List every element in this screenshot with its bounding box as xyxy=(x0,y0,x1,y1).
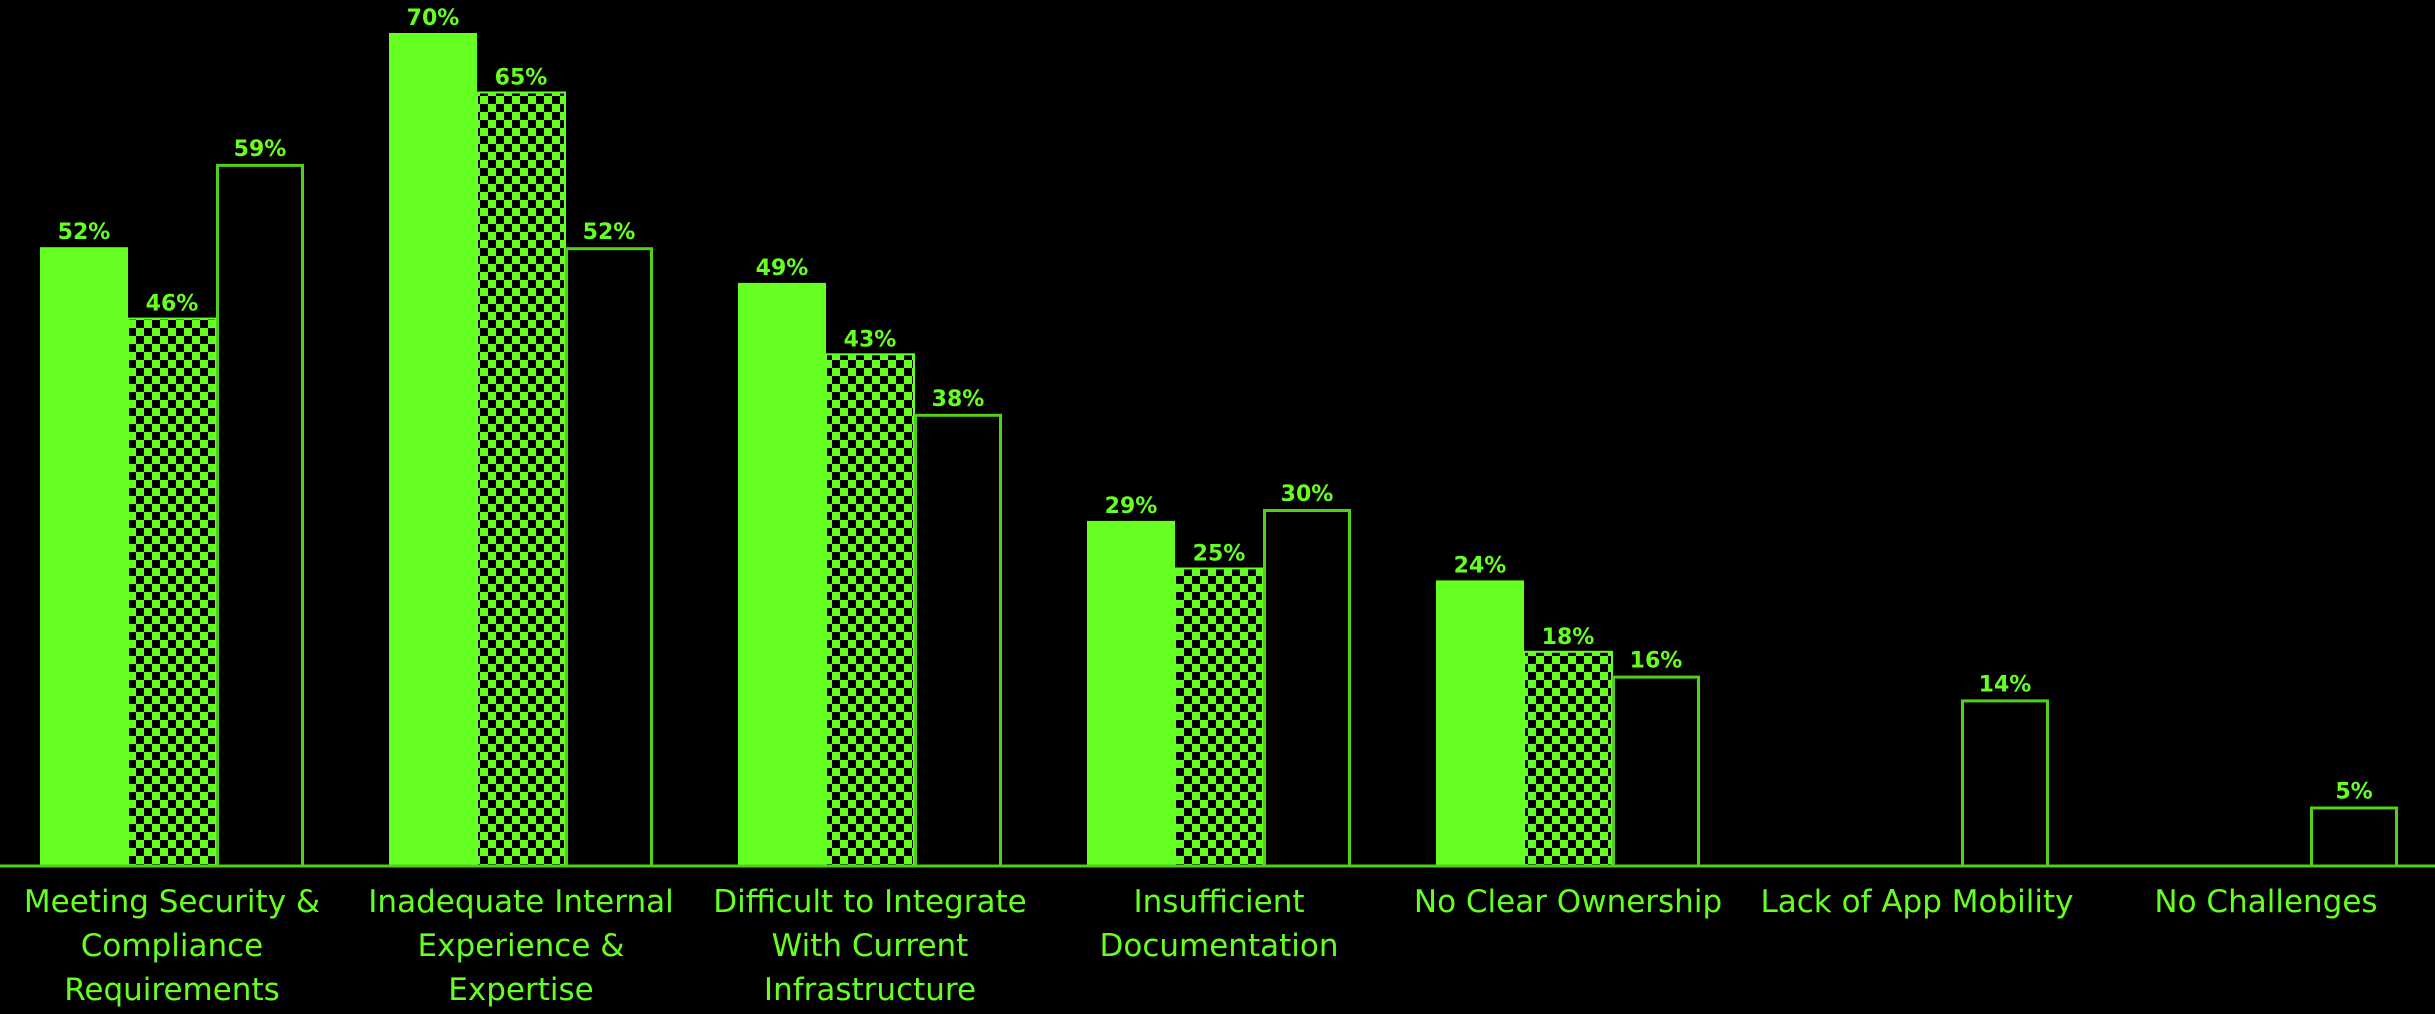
value-label-outline-3: 38% xyxy=(932,387,985,412)
category-label-1: Meeting Security & Compliance Requirements xyxy=(24,884,320,1008)
bar-outline-7 xyxy=(2310,806,2398,868)
bar-outline-5 xyxy=(1612,675,1700,868)
value-label-solid-4: 29% xyxy=(1105,494,1158,519)
bar-outline-3 xyxy=(914,413,1002,868)
bar-checkered-5 xyxy=(1523,650,1613,867)
bar-outline-2 xyxy=(565,247,653,868)
value-label-checkered-3: 43% xyxy=(844,327,897,352)
value-label-checkered-4: 25% xyxy=(1193,542,1246,567)
bar-checkered-3 xyxy=(825,353,915,867)
category-label-line: No Clear Ownership xyxy=(1414,884,1722,920)
bar-outline-4 xyxy=(1263,509,1351,868)
category-label-7: No Challenges xyxy=(2154,884,2377,920)
category-label-line: Requirements xyxy=(64,972,280,1008)
category-label-line: With Current xyxy=(772,928,969,964)
category-label-line: Documentation xyxy=(1100,928,1339,964)
bar-solid-1 xyxy=(40,247,128,866)
value-labels-layer: 52% 46% 59% 70% 65% 52% 49% 43% 38% 29% 25% 30% 24% 1… xyxy=(58,6,2373,805)
value-label-outline-7: 5% xyxy=(2335,780,2372,805)
bar-outline-6 xyxy=(1961,699,2049,868)
value-label-solid-2: 70% xyxy=(407,6,460,31)
category-label-5: No Clear Ownership xyxy=(1414,884,1722,920)
category-label-2: Inadequate Internal Experience & Expertise xyxy=(368,884,673,1008)
value-label-checkered-2: 65% xyxy=(495,66,548,91)
category-label-line: No Challenges xyxy=(2154,884,2377,920)
value-label-solid-1: 52% xyxy=(58,220,111,245)
category-label-line: Experience & xyxy=(418,928,625,964)
value-label-outline-1: 59% xyxy=(234,137,287,162)
value-label-solid-5: 24% xyxy=(1454,553,1507,578)
category-label-line: Difficult to Integrate xyxy=(713,884,1026,920)
value-label-outline-4: 30% xyxy=(1281,482,1334,507)
bar-solid-2 xyxy=(389,33,477,866)
category-label-line: Meeting Security & xyxy=(24,884,320,920)
bar-checkered-2 xyxy=(476,91,566,867)
category-label-line: Inadequate Internal xyxy=(368,884,673,920)
value-label-checkered-5: 18% xyxy=(1542,625,1595,650)
category-label-line: Compliance xyxy=(81,928,263,964)
value-label-outline-2: 52% xyxy=(583,220,636,245)
category-labels-layer: Meeting Security & Compliance Requirements… xyxy=(24,884,2378,1008)
value-label-solid-3: 49% xyxy=(756,256,809,281)
bar-solid-4 xyxy=(1087,520,1175,866)
category-label-3: Difficult to Integrate With Current Infras… xyxy=(713,884,1026,1008)
value-label-checkered-1: 46% xyxy=(146,292,199,317)
bars-layer xyxy=(40,33,2398,868)
category-label-4: Insufficient Documentation xyxy=(1100,884,1339,964)
bar-solid-3 xyxy=(738,282,826,866)
bar-solid-5 xyxy=(1436,580,1524,866)
bar-checkered-1 xyxy=(127,317,217,868)
category-label-line: Infrastructure xyxy=(764,972,976,1008)
category-label-6: Lack of App Mobility xyxy=(1761,884,2074,920)
category-label-line: Lack of App Mobility xyxy=(1761,884,2074,920)
bar-outline-1 xyxy=(216,163,304,868)
category-label-line: Expertise xyxy=(448,972,593,1008)
bar-checkered-4 xyxy=(1174,567,1264,867)
value-label-outline-6: 14% xyxy=(1979,672,2032,697)
category-label-line: Insufficient xyxy=(1133,884,1304,920)
value-label-outline-5: 16% xyxy=(1630,649,1683,674)
